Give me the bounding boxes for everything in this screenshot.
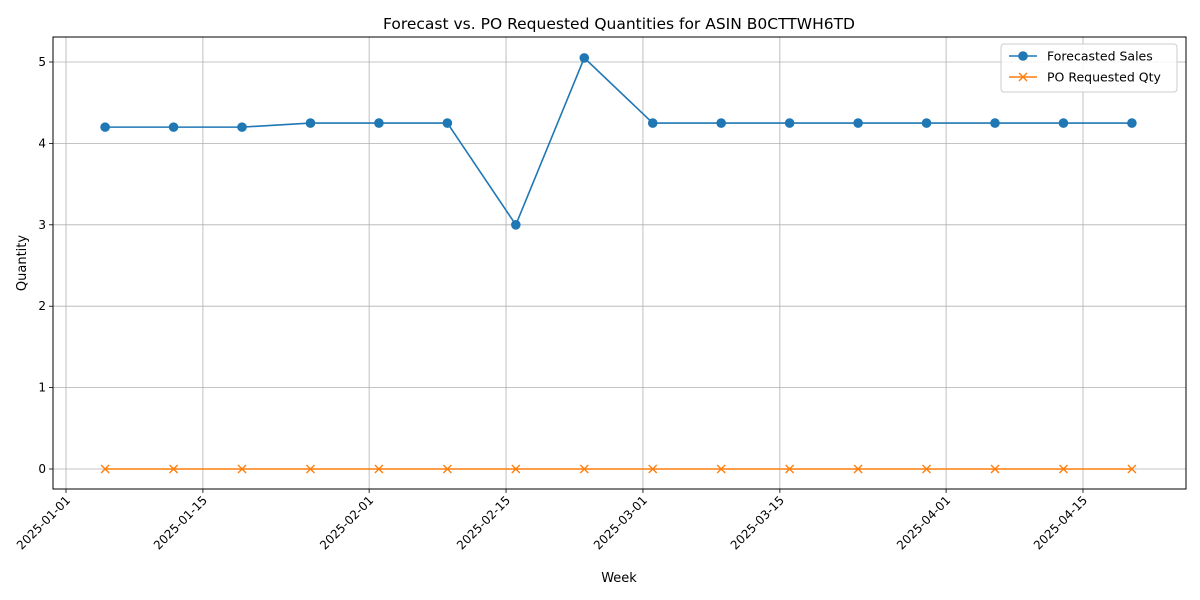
data-point-po-requested-qty <box>100 464 110 474</box>
data-point-forecasted-sales <box>921 118 932 128</box>
legend-label: Forecasted Sales <box>1047 49 1153 64</box>
data-point-po-requested-qty <box>1058 464 1068 474</box>
data-point-forecasted-sales <box>374 118 384 128</box>
x-axis-label: Week <box>601 571 637 586</box>
data-point-forecasted-sales <box>579 53 590 63</box>
data-point-po-requested-qty <box>511 464 521 474</box>
data-point-forecasted-sales <box>237 122 247 132</box>
legend-marker <box>1018 51 1028 61</box>
data-point-po-requested-qty <box>990 464 1000 474</box>
plot-frame <box>52 36 1187 490</box>
data-point-forecasted-sales <box>853 118 863 128</box>
y-axis-label: Quantity <box>15 235 30 291</box>
data-point-po-requested-qty <box>237 464 247 474</box>
data-point-po-requested-qty <box>785 464 795 474</box>
data-point-forecasted-sales <box>990 118 1000 128</box>
data-point-po-requested-qty <box>716 464 726 474</box>
series-layer <box>100 53 1137 474</box>
y-tick-label: 1 <box>38 381 46 395</box>
legend-frame <box>1000 43 1178 93</box>
data-point-po-requested-qty <box>648 464 658 474</box>
legend-item-forecasted-sales: Forecasted Sales <box>1009 49 1153 64</box>
data-point-po-requested-qty <box>442 464 452 474</box>
data-point-forecasted-sales <box>305 118 316 128</box>
y-tick-label: 4 <box>38 136 46 150</box>
data-point-forecasted-sales <box>1058 118 1069 128</box>
series-po-requested-qty <box>100 464 1137 474</box>
y-axis-ticks: 0 1 2 3 4 5 <box>38 55 53 476</box>
data-point-forecasted-sales <box>647 118 658 128</box>
series-forecasted-sales <box>100 53 1137 230</box>
data-point-forecasted-sales <box>1127 118 1137 128</box>
data-point-po-requested-qty <box>853 464 863 474</box>
data-point-forecasted-sales <box>511 220 521 230</box>
data-point-po-requested-qty <box>1127 464 1137 474</box>
chart-title: Forecast vs. PO Requested Quantities for… <box>383 15 855 33</box>
data-point-forecasted-sales <box>784 118 795 128</box>
y-tick-label: 3 <box>38 218 46 232</box>
data-point-forecasted-sales <box>442 118 453 128</box>
y-tick-label: 0 <box>38 462 46 476</box>
legend: Forecasted Sales PO Requested Qty <box>1000 43 1178 93</box>
data-point-forecasted-sales <box>168 122 179 132</box>
y-tick-label: 2 <box>38 299 46 313</box>
legend-item-po-requested-qty: PO Requested Qty <box>1009 70 1161 85</box>
data-point-po-requested-qty <box>305 464 315 474</box>
data-point-forecasted-sales <box>100 122 110 132</box>
data-point-po-requested-qty <box>374 464 384 474</box>
legend-label: PO Requested Qty <box>1047 70 1161 85</box>
y-tick-label: 5 <box>38 55 46 69</box>
data-point-forecasted-sales <box>716 118 726 128</box>
data-point-po-requested-qty <box>922 464 932 474</box>
data-point-po-requested-qty <box>579 464 589 474</box>
data-point-po-requested-qty <box>169 464 179 474</box>
series-line-forecasted-sales <box>105 56 1132 227</box>
legend-marker <box>1018 72 1028 82</box>
